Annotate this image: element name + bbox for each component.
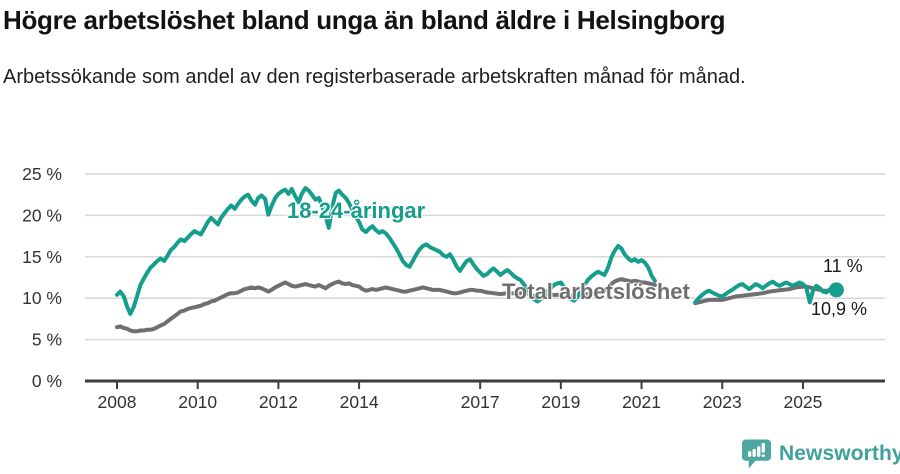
series-line-youth xyxy=(115,186,657,316)
x-tick-label: 2017 xyxy=(461,392,500,412)
x-tick-label: 2008 xyxy=(98,392,137,412)
end-label-total: 10,9 % xyxy=(811,299,868,319)
speech-bubble-bar-chart-icon xyxy=(741,439,772,469)
x-tick-label: 2014 xyxy=(340,392,379,412)
series-line-youth xyxy=(693,279,839,305)
series-label-youth: 18-24-åringar xyxy=(287,198,426,223)
x-tick-label: 2023 xyxy=(703,392,742,412)
newsworthy-logo-text: Newsworthy xyxy=(779,442,900,465)
logo-bubble-shape xyxy=(741,439,772,469)
y-tick-label: 20 % xyxy=(22,205,62,225)
y-tick-label: 15 % xyxy=(22,247,62,267)
y-tick-label: 25 % xyxy=(22,164,62,184)
x-tick-label: 2019 xyxy=(541,392,580,412)
x-tick-label: 2021 xyxy=(622,392,661,412)
y-tick-label: 0 % xyxy=(32,371,62,391)
newsworthy-logo: Newsworthy xyxy=(741,438,900,470)
chart-subtitle: Arbetssökande som andel av den registerb… xyxy=(3,66,746,88)
series-label-total: Total arbetslöshet xyxy=(502,279,690,304)
series-end-dot xyxy=(828,282,844,298)
y-tick-label: 5 % xyxy=(32,330,62,350)
page-title: Högre arbetslöshet bland unga än bland ä… xyxy=(3,5,726,35)
x-tick-label: 2010 xyxy=(178,392,217,412)
y-tick-label: 10 % xyxy=(22,288,62,308)
series-line-total xyxy=(693,284,839,306)
end-label-youth: 11 % xyxy=(823,256,863,276)
logo-bars xyxy=(747,442,765,457)
x-tick-label: 2012 xyxy=(259,392,298,412)
series-line-total xyxy=(115,277,657,334)
x-tick-label: 2025 xyxy=(783,392,822,412)
